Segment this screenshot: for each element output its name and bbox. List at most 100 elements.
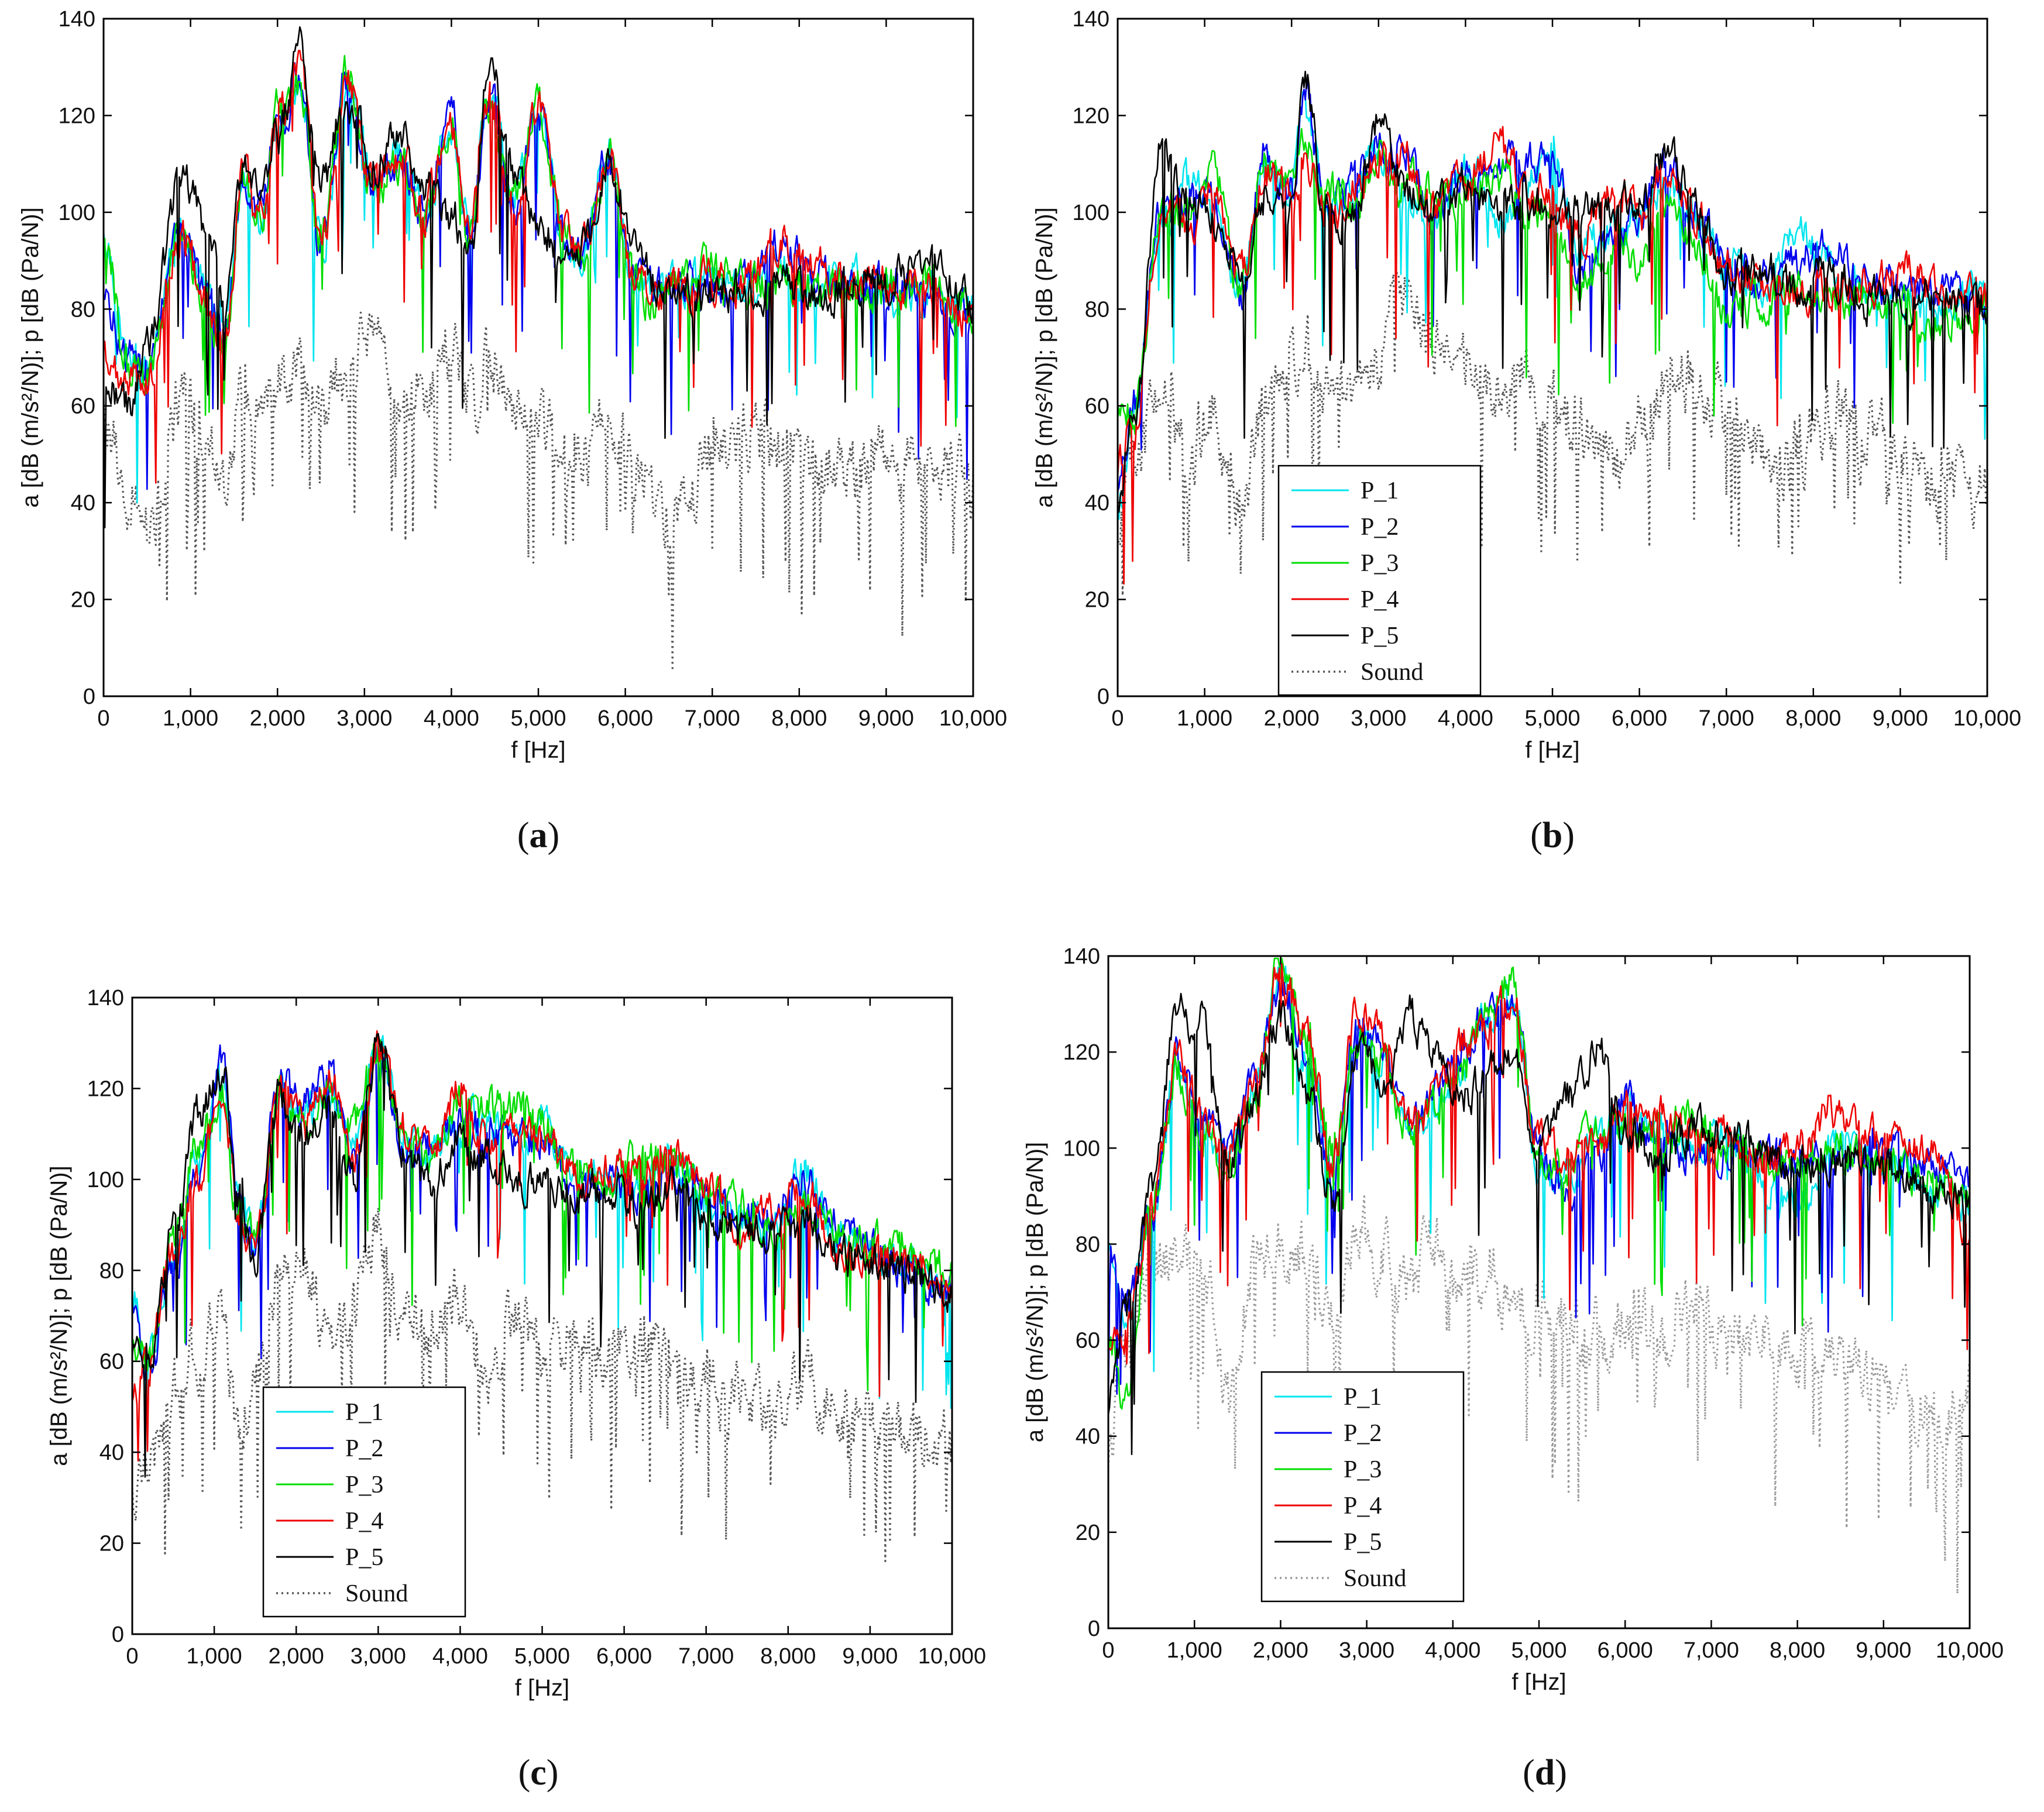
x-tick-label: 2,000 <box>1253 1638 1308 1663</box>
x-tick-label: 7,000 <box>685 706 740 731</box>
legend-label: P_3 <box>345 1471 383 1498</box>
y-tick-label: 20 <box>71 588 95 613</box>
legend-label: P_3 <box>1344 1456 1382 1483</box>
x-tick-label: 3,000 <box>351 1644 406 1669</box>
chart-panel-b: 0 1,000 2,000 3,000 4,000 5,000 6,000 7,000 8,00… <box>1032 7 2021 855</box>
x-tick-label: 9,000 <box>842 1644 898 1669</box>
plot-area <box>132 998 952 1634</box>
panel-caption: (d) <box>1523 1753 1567 1793</box>
legend-label: Sound <box>1344 1565 1406 1592</box>
x-tick-label: 2,000 <box>250 706 305 731</box>
panels: 0 1,000 2,000 3,000 4,000 5,000 6,000 7,000 8,00… <box>18 7 2021 1793</box>
legend-label: P_2 <box>345 1435 383 1462</box>
legend: P_1 P_2 P_3 P_4 P_5 Sound <box>262 1386 466 1618</box>
series-line-p2 <box>1118 75 1987 492</box>
chart-panel-a: 0 1,000 2,000 3,000 4,000 5,000 6,000 7,000 8,00… <box>18 7 1007 855</box>
x-tick-label: 0 <box>97 706 109 731</box>
y-tick-label: 140 <box>1073 7 1109 32</box>
caption-letter: b <box>1543 816 1562 855</box>
caption-close: ) <box>1562 816 1575 855</box>
x-tick-label: 10,000 <box>1936 1638 2004 1663</box>
legend-label: P_3 <box>1361 550 1399 577</box>
y-tick-label: 0 <box>83 685 95 709</box>
x-tick-label: 5,000 <box>514 1644 570 1669</box>
caption-open: ( <box>1523 1753 1535 1793</box>
y-tick-label: 120 <box>1073 104 1109 128</box>
panel-caption: (c) <box>518 1753 559 1793</box>
y-tick-label: 60 <box>71 394 95 419</box>
x-tick-label: 4,000 <box>1438 706 1493 731</box>
x-tick-label: 10,000 <box>918 1644 986 1669</box>
legend-label: P_4 <box>345 1508 383 1535</box>
x-tick-label: 2,000 <box>1264 706 1320 731</box>
plot-area <box>1118 19 1987 696</box>
x-tick-label: 0 <box>1111 706 1124 731</box>
x-tick-label: 9,000 <box>858 706 914 731</box>
y-tick-label: 60 <box>1076 1329 1100 1353</box>
series-group <box>1118 70 1987 597</box>
series-line-p5 <box>1118 70 1987 513</box>
x-tick-label: 6,000 <box>1612 706 1667 731</box>
x-tick-label: 8,000 <box>1770 1638 1825 1663</box>
legend-label: P_1 <box>1344 1384 1382 1411</box>
x-axis-label: f [Hz] <box>511 737 565 763</box>
x-tick-label: 0 <box>126 1644 138 1669</box>
series-line-sound <box>1118 271 1987 597</box>
series-line-sound <box>132 1206 952 1562</box>
series-line-p4 <box>1108 963 1970 1364</box>
y-axis-label: a [dB (m/s²/N)]; p [dB (Pa/N)] <box>1032 207 1057 507</box>
y-tick-label: 120 <box>87 1077 124 1101</box>
series-line-p5 <box>1108 992 1970 1455</box>
legend-label: P_5 <box>345 1544 383 1571</box>
panel-caption: (b) <box>1530 816 1575 855</box>
caption-open: ( <box>517 816 530 855</box>
series-group <box>1108 957 1970 1595</box>
y-tick-label: 120 <box>1063 1040 1100 1065</box>
x-tick-label: 6,000 <box>596 1644 652 1669</box>
series-line-p5 <box>132 1033 952 1478</box>
plot-area <box>1108 956 1970 1628</box>
series-group <box>132 1030 952 1562</box>
legend: P_1 P_2 P_3 P_4 P_5 Sound <box>1277 465 1482 696</box>
x-tick-label: 9,000 <box>1873 706 1928 731</box>
y-tick-label: 140 <box>59 7 95 32</box>
x-tick-label: 5,000 <box>1511 1638 1567 1663</box>
x-tick-label: 7,000 <box>1684 1638 1739 1663</box>
series-line-p4 <box>1118 126 1987 585</box>
series-group <box>104 26 973 672</box>
x-tick-label: 0 <box>1102 1638 1114 1663</box>
x-tick-label: 7,000 <box>678 1644 734 1669</box>
panel-caption: (a) <box>517 816 559 855</box>
x-tick-label: 5,000 <box>1524 706 1580 731</box>
y-tick-label: 140 <box>87 986 124 1010</box>
legend-label: P_2 <box>1344 1420 1382 1447</box>
x-tick-label: 4,000 <box>1425 1638 1480 1663</box>
y-tick-label: 0 <box>1097 685 1109 709</box>
y-tick-label: 60 <box>1085 394 1109 419</box>
series-line-p2 <box>104 62 973 490</box>
y-tick-label: 100 <box>1073 201 1109 225</box>
legend: P_1 P_2 P_3 P_4 P_5 Sound <box>1260 1371 1465 1603</box>
y-tick-label: 120 <box>59 104 95 128</box>
caption-close: ) <box>547 1753 559 1793</box>
y-tick-label: 20 <box>1076 1521 1100 1545</box>
x-axis-label: f [Hz] <box>515 1675 569 1701</box>
series-line-p4 <box>132 1030 952 1462</box>
y-tick-label: 20 <box>99 1532 124 1556</box>
y-tick-label: 0 <box>112 1622 124 1647</box>
y-tick-label: 80 <box>1085 297 1109 322</box>
x-tick-label: 4,000 <box>432 1644 488 1669</box>
caption-open: ( <box>518 1753 531 1793</box>
legend-label: P_5 <box>1344 1529 1382 1556</box>
x-tick-label: 1,000 <box>163 706 218 731</box>
series-line-p4 <box>104 50 973 484</box>
y-tick-label: 60 <box>99 1350 124 1374</box>
series-line-sound <box>1108 1195 1970 1595</box>
x-tick-label: 8,000 <box>771 706 827 731</box>
chart-panel-c: 0 1,000 2,000 3,000 4,000 5,000 6,000 7,000 8,00… <box>46 986 986 1793</box>
x-tick-label: 5,000 <box>510 706 566 731</box>
y-tick-label: 100 <box>59 201 95 225</box>
chart-panel-d: 0 1,000 2,000 3,000 4,000 5,000 6,000 7,000 8,00… <box>1022 944 2004 1793</box>
y-tick-label: 20 <box>1085 588 1109 613</box>
y-tick-label: 100 <box>1063 1136 1100 1161</box>
